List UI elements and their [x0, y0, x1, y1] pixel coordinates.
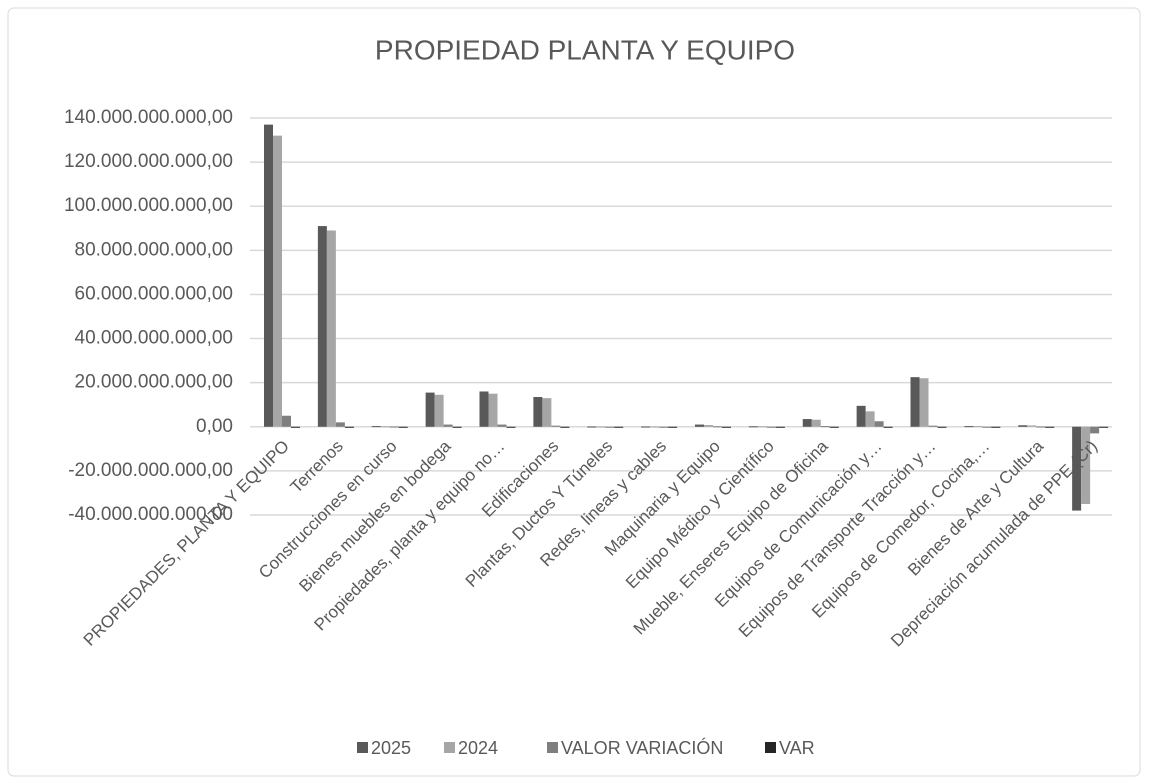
bar — [506, 426, 516, 428]
legend-label: VAR — [779, 738, 815, 758]
bar — [264, 124, 273, 427]
bar — [919, 378, 929, 427]
bar — [587, 426, 597, 428]
y-tick-label: 140.000.000.000,00 — [64, 107, 233, 128]
bar — [802, 419, 812, 427]
bar — [722, 426, 731, 428]
legend-swatch — [444, 742, 455, 753]
bar — [488, 393, 498, 427]
bar — [641, 426, 651, 428]
bar — [668, 426, 678, 428]
bar — [371, 426, 381, 428]
bar — [425, 392, 435, 427]
bar — [398, 426, 408, 428]
legend-label: VALOR VARIACIÓN — [561, 737, 723, 758]
bar — [344, 426, 354, 428]
bar — [551, 425, 561, 427]
bar — [820, 426, 830, 428]
bar — [766, 426, 776, 428]
y-tick-label: 120.000.000.000,00 — [64, 151, 233, 172]
bar — [1081, 426, 1091, 504]
bar — [560, 426, 570, 428]
bar — [991, 426, 1001, 428]
legend-swatch — [765, 742, 776, 753]
bar — [380, 426, 390, 428]
bar — [704, 425, 713, 427]
bar — [775, 426, 785, 428]
bar — [452, 426, 462, 428]
y-tick-label: 60.000.000.000,00 — [75, 283, 234, 304]
bar — [883, 426, 893, 428]
y-tick-label: 0,00 — [196, 416, 233, 437]
chart-border — [7, 7, 1141, 777]
bar — [389, 426, 399, 428]
bar — [964, 426, 974, 428]
bar — [596, 426, 606, 428]
bar — [335, 422, 345, 427]
bar — [605, 426, 615, 428]
bar — [317, 226, 327, 427]
bar — [874, 421, 884, 427]
bar — [1036, 426, 1046, 428]
legend-label: 2024 — [458, 738, 498, 758]
bar — [1027, 425, 1037, 427]
y-tick-label: 100.000.000.000,00 — [64, 195, 233, 216]
bar — [1018, 425, 1028, 427]
bar — [282, 415, 291, 427]
legend-label: 2025 — [371, 738, 411, 758]
y-tick-label: 20.000.000.000,00 — [75, 372, 234, 393]
bar — [614, 426, 624, 428]
bar — [1090, 426, 1100, 434]
bar — [542, 398, 552, 427]
bar — [443, 424, 453, 427]
bar — [856, 405, 866, 427]
chart-title: PROPIEDAD PLANTA Y EQUIPO — [375, 34, 795, 65]
bar — [811, 419, 821, 427]
bar — [829, 426, 839, 428]
bar — [937, 426, 947, 428]
bar — [1099, 426, 1109, 428]
bar — [497, 424, 507, 427]
bar — [650, 426, 660, 428]
bar — [326, 230, 336, 427]
bar — [928, 425, 938, 427]
bar — [291, 426, 300, 428]
bar — [910, 377, 920, 427]
bar — [659, 426, 669, 428]
bar — [1045, 426, 1055, 428]
bar — [713, 426, 722, 428]
bar — [479, 391, 489, 427]
bar — [973, 426, 983, 428]
legend-swatch — [547, 742, 558, 753]
bar — [434, 394, 444, 427]
legend-swatch — [357, 742, 368, 753]
bar — [533, 397, 543, 427]
bar — [865, 411, 875, 427]
bar — [273, 135, 282, 427]
bar — [695, 424, 704, 427]
y-tick-label: 80.000.000.000,00 — [75, 239, 234, 260]
y-tick-label: -20.000.000.000,00 — [68, 460, 233, 481]
y-tick-label: -40.000.000.000,00 — [68, 504, 233, 525]
y-tick-label: 40.000.000.000,00 — [75, 328, 234, 349]
bar — [748, 426, 758, 428]
bar — [757, 426, 767, 428]
bar — [982, 426, 992, 428]
bar — [1072, 426, 1082, 511]
